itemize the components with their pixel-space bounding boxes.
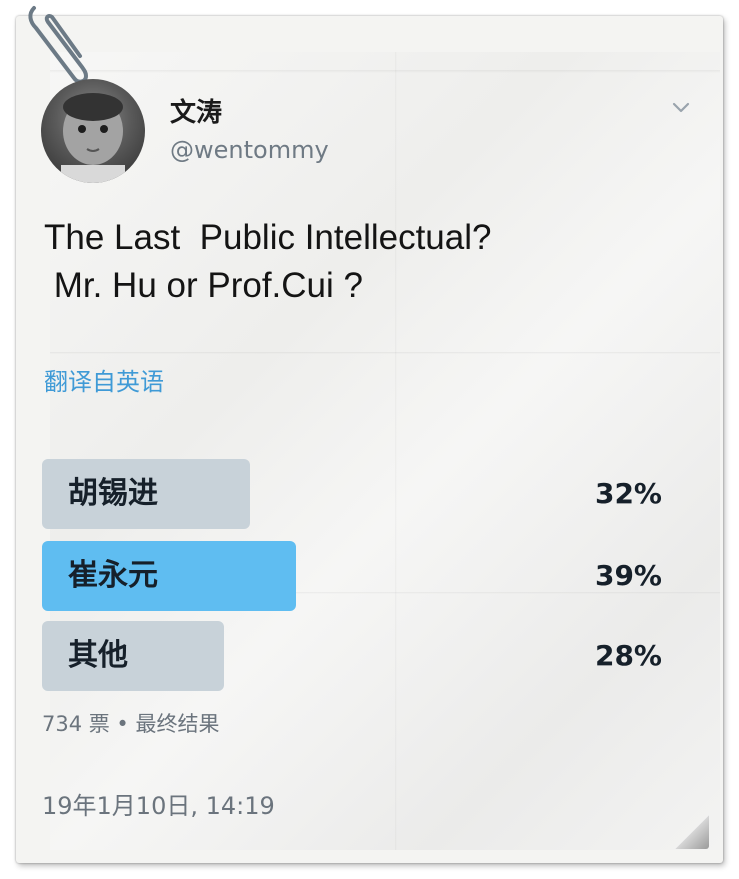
paper-background <box>50 52 720 850</box>
chevron-down-icon[interactable] <box>670 96 692 118</box>
poll-option-label: 其他 <box>68 638 128 673</box>
poll-option-percent: 32% <box>594 477 662 510</box>
poll-summary: 734 票 • 最终结果 <box>42 712 220 736</box>
author-handle[interactable]: @wentommy <box>170 136 329 164</box>
poll-option-bar <box>42 621 224 691</box>
avatar[interactable] <box>41 79 145 183</box>
poll-option-bar <box>42 541 296 611</box>
poll-option-percent: 28% <box>594 639 662 672</box>
poll-option-percent: 39% <box>594 559 662 592</box>
poll-option[interactable]: 其他 28% <box>42 621 682 691</box>
page-curl <box>675 815 709 849</box>
poll-option[interactable]: 崔永元 39% <box>42 541 682 611</box>
tweet-text-line: Mr. Hu or Prof.Cui ? <box>44 266 363 305</box>
tweet-text: The Last Public Intellectual? Mr. Hu or … <box>44 214 491 310</box>
poll-option-bar <box>42 459 250 529</box>
tweet-timestamp[interactable]: 19年1月10日, 14:19 <box>42 792 275 820</box>
translate-link[interactable]: 翻译自英语 <box>44 368 164 396</box>
author-display-name[interactable]: 文涛 <box>170 98 223 128</box>
poll-option[interactable]: 胡锡进 32% <box>42 459 682 529</box>
poll-option-label: 胡锡进 <box>68 476 158 511</box>
photo-frame <box>16 16 723 863</box>
poll-option-label: 崔永元 <box>68 558 158 593</box>
tweet-text-line: The Last Public Intellectual? <box>44 218 492 257</box>
paperclip-icon <box>28 6 89 84</box>
avatar-photo <box>61 93 125 183</box>
